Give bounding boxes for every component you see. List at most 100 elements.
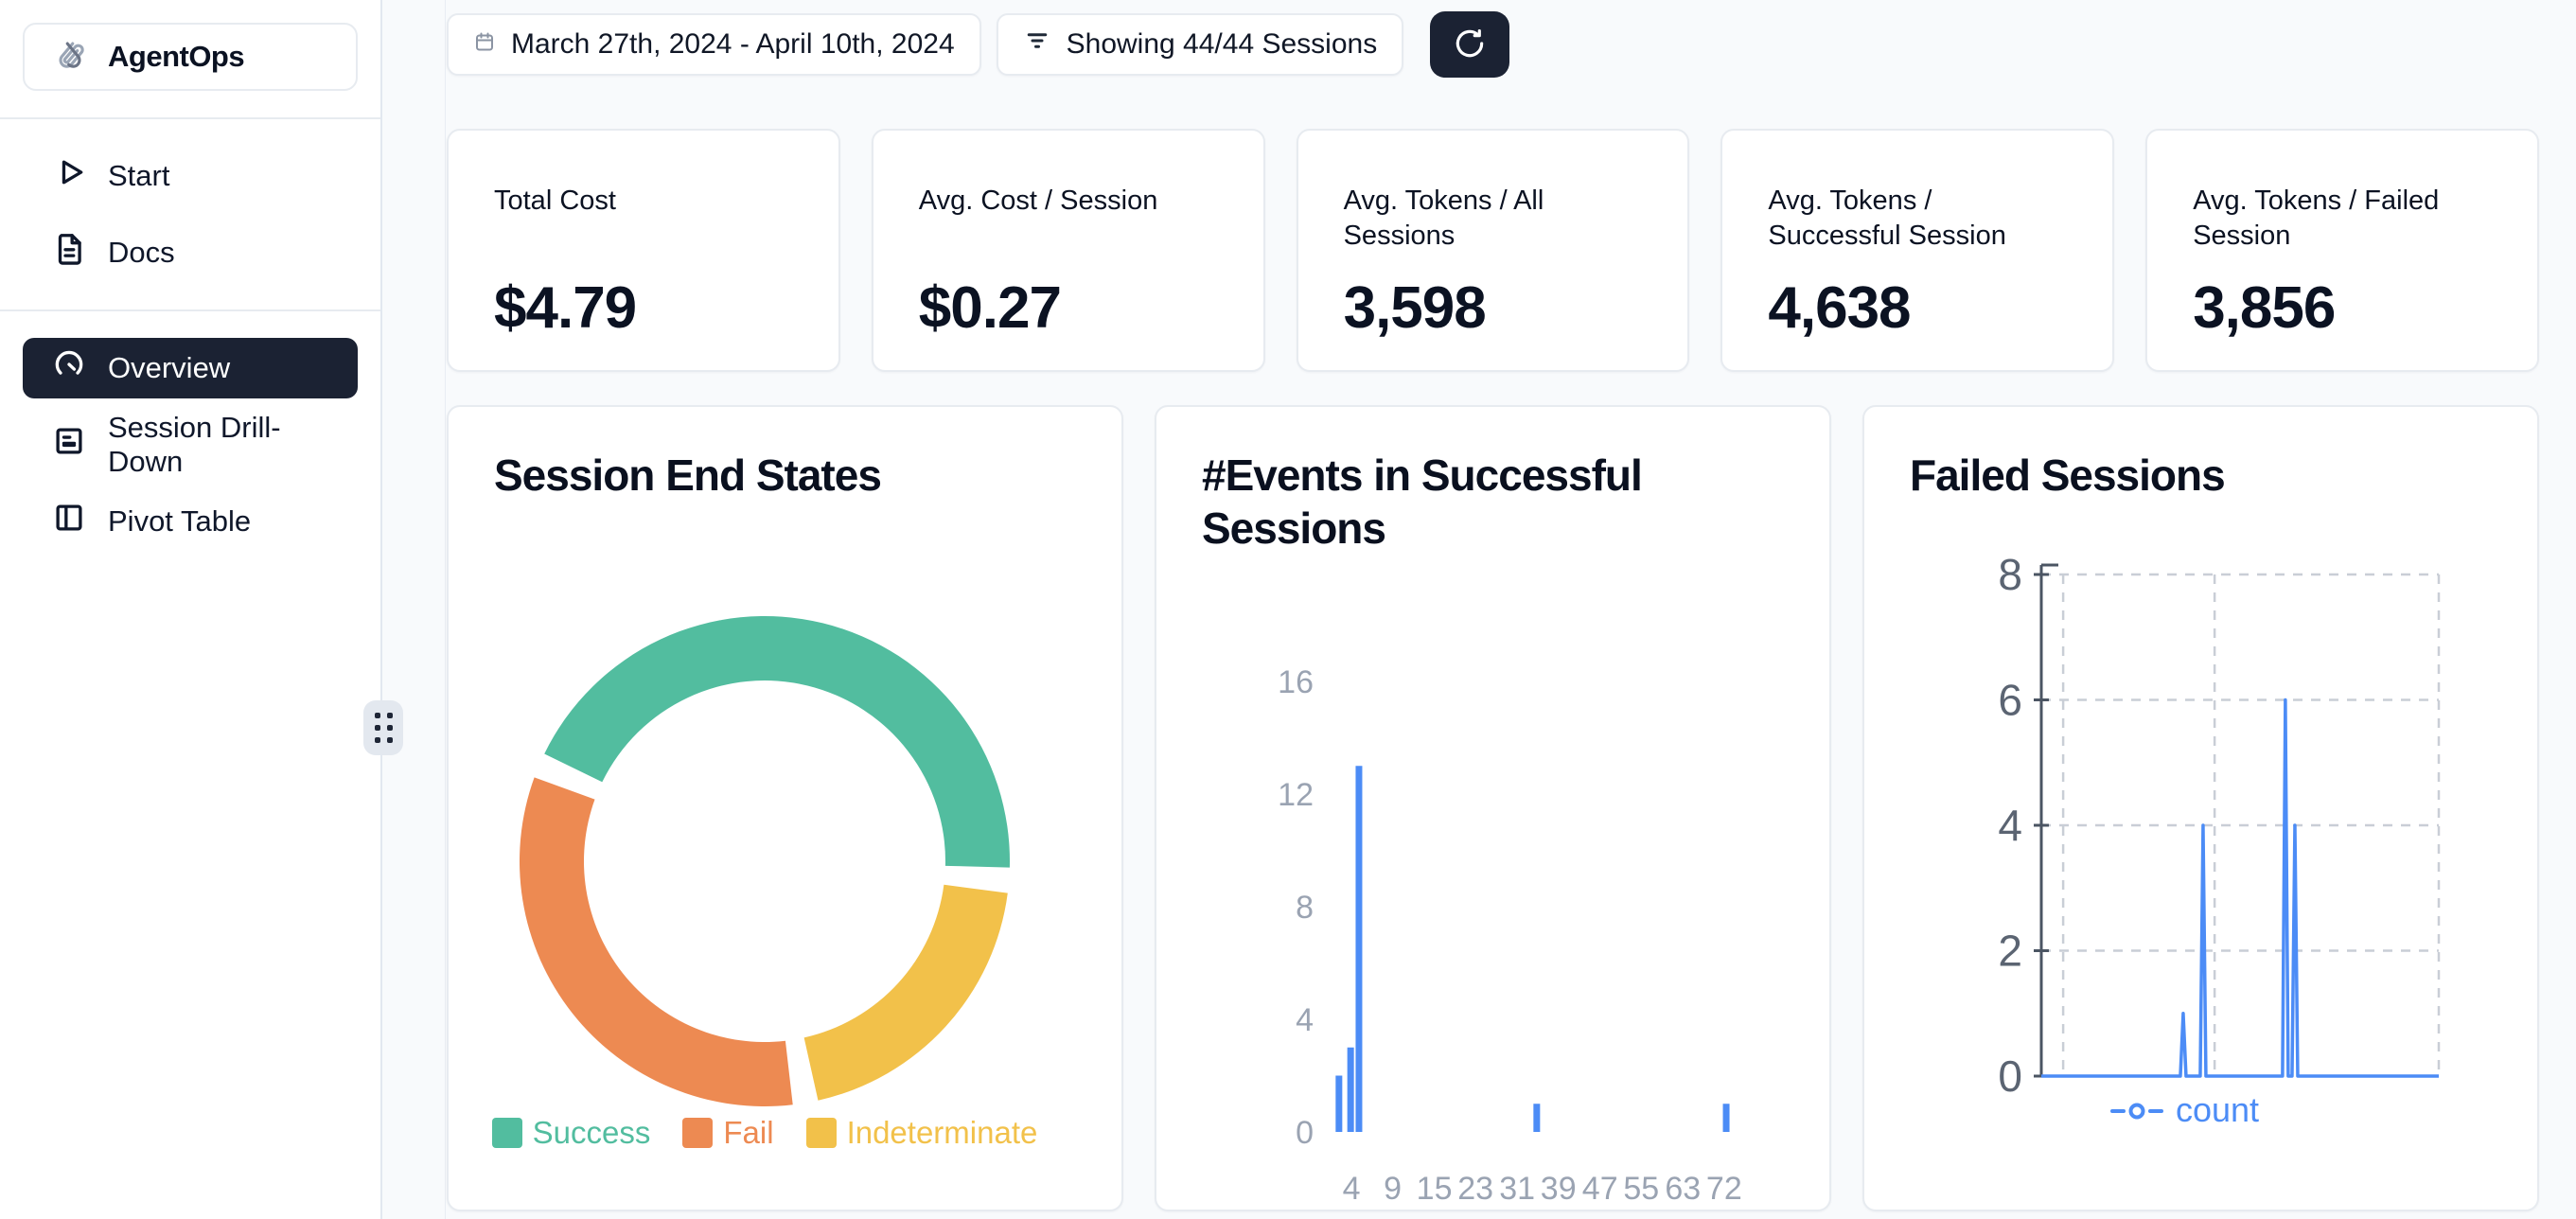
calendar-icon <box>473 28 496 61</box>
x-tick-label: 4 <box>1343 1171 1361 1207</box>
stat-value: 4,638 <box>1768 275 1911 341</box>
chart-title: #Events in Successful Sessions <box>1202 450 1643 553</box>
y-tick-label: 8 <box>1296 890 1314 926</box>
count-legend-label: count <box>2175 1090 2260 1129</box>
play-icon <box>51 154 87 198</box>
donut-chart: Success Fail Indeterminate <box>491 502 1076 1172</box>
legend-swatch <box>682 1118 714 1148</box>
stat-card-avg-tokens-success: Avg. Tokens / Successful Session 4,638 <box>1720 129 2115 372</box>
sidebar-item-session-drill-down[interactable]: Session Drill-Down <box>23 411 358 478</box>
stat-card-avg-cost: Avg. Cost / Session $0.27 <box>871 129 1265 372</box>
donut-segment-success[interactable] <box>544 615 1010 868</box>
sidebar-item-label: Start <box>108 159 170 192</box>
x-tick-label: 23 <box>1457 1171 1493 1207</box>
date-range-button[interactable]: March 27th, 2024 - April 10th, 2024 <box>447 13 981 76</box>
sidebar-item-overview[interactable]: Overview <box>23 338 358 398</box>
sidebar-divider <box>0 117 380 119</box>
sidebar-resize-handle[interactable] <box>363 700 403 755</box>
line-plot: 0 2 4 6 8 <box>1998 550 2441 1101</box>
sidebar-divider <box>0 309 380 311</box>
x-tick-label: 55 <box>1623 1171 1659 1207</box>
sidebar-item-start[interactable]: Start <box>23 146 358 206</box>
legend-label: Success <box>532 1115 651 1150</box>
x-tick-label: 47 <box>1582 1171 1618 1207</box>
x-tick-label: 9 <box>1384 1171 1402 1207</box>
y-tick-label: 0 <box>1296 1115 1314 1151</box>
failed-sessions-line-chart: 0 2 4 6 8 count <box>1910 502 2492 1172</box>
legend-swatch <box>491 1118 522 1148</box>
y-tick-label: 2 <box>1998 927 2022 976</box>
topbar: March 27th, 2024 - April 10th, 2024 Show… <box>447 11 2539 78</box>
chart-title: Session End States <box>494 450 882 500</box>
filter-icon <box>1023 26 1051 62</box>
count-line-series[interactable] <box>2041 698 2439 1078</box>
session-filter-button[interactable]: Showing 44/44 Sessions <box>996 13 1404 76</box>
sidebar-item-label: Pivot Table <box>108 504 252 538</box>
stat-card-avg-tokens-all: Avg. Tokens / All Sessions 3,598 <box>1296 129 1690 372</box>
stat-label: Total Cost <box>494 186 616 216</box>
count-legend-item[interactable]: count <box>1910 1090 2459 1130</box>
sidebar-item-label: Docs <box>108 236 175 269</box>
y-tick-label: 4 <box>1998 801 2022 850</box>
x-tick-label: 15 <box>1417 1171 1453 1207</box>
sidebar-nav-top: Start Docs <box>0 146 380 283</box>
chart-title: Failed Sessions <box>1910 450 2226 500</box>
stat-value: $4.79 <box>494 275 637 341</box>
donut-legend: Success Fail Indeterminate <box>491 1115 1038 1151</box>
bar[interactable] <box>1335 1075 1343 1133</box>
sidebar-item-pivot-table[interactable]: Pivot Table <box>23 491 358 552</box>
stat-card-avg-tokens-failed: Avg. Tokens / Failed Session 3,856 <box>2145 129 2539 372</box>
session-filter-label: Showing 44/44 Sessions <box>1066 28 1378 60</box>
stat-value: $0.27 <box>918 275 1062 341</box>
app-logo-button[interactable]: AgentOps <box>23 23 358 91</box>
sidebar-item-label: Session Drill-Down <box>108 411 281 478</box>
bar[interactable] <box>1355 766 1363 1132</box>
donut-segment-fail[interactable] <box>520 777 793 1106</box>
stat-label: Avg. Cost / Session <box>918 186 1158 216</box>
x-tick-label: 63 <box>1665 1171 1701 1207</box>
gauge-icon <box>51 346 87 390</box>
stats-row: Total Cost $4.79 Avg. Cost / Session $0.… <box>447 129 2539 372</box>
y-tick-label: 4 <box>1296 1002 1314 1038</box>
stat-label: Avg. Tokens / Failed Session <box>2193 186 2440 251</box>
refresh-icon <box>1452 26 1488 64</box>
docs-icon <box>51 231 87 274</box>
donut-segment-indeterminate[interactable] <box>803 884 1008 1101</box>
bar[interactable] <box>1347 1047 1354 1132</box>
sidebar-item-docs[interactable]: Docs <box>23 222 358 283</box>
legend-label: Indeterminate <box>846 1115 1038 1150</box>
app-title: AgentOps <box>108 40 245 73</box>
sidebar-item-label: Overview <box>108 351 231 384</box>
stat-value: 3,856 <box>2193 275 2336 341</box>
legend-item-fail[interactable]: Fail <box>682 1115 774 1151</box>
count-legend-marker-icon <box>2109 1090 2164 1130</box>
bar[interactable] <box>1722 1104 1730 1132</box>
content-edge-divider <box>445 0 446 1219</box>
stat-card-total-cost: Total Cost $4.79 <box>447 129 840 372</box>
legend-item-indeterminate[interactable]: Indeterminate <box>805 1115 1038 1151</box>
bar[interactable] <box>1533 1104 1541 1132</box>
list-box-icon <box>51 423 87 467</box>
y-tick-label: 16 <box>1278 664 1314 700</box>
sidebar-nav-main: Overview Session Drill-Down Pivot Table <box>0 338 380 552</box>
stat-label: Avg. Tokens / All Sessions <box>1343 186 1544 251</box>
x-tick-label: 39 <box>1541 1171 1577 1207</box>
sidebar: AgentOps Start Docs <box>0 0 382 1219</box>
events-histogram-card: #Events in Successful Sessions 0 4 8 12 16 4 9… <box>1155 405 1831 1211</box>
donut-plot <box>520 615 1010 1106</box>
session-end-states-card: Session End States Success Fail Indetermin… <box>447 405 1123 1211</box>
columns-icon <box>51 500 87 543</box>
y-tick-label: 12 <box>1278 777 1314 813</box>
refresh-button[interactable] <box>1430 11 1510 78</box>
y-tick-label: 6 <box>1998 676 2022 725</box>
legend-swatch <box>805 1118 837 1148</box>
legend-item-success[interactable]: Success <box>491 1115 651 1151</box>
legend-label: Fail <box>723 1115 774 1150</box>
events-bar-chart: 0 4 8 12 16 4 9 15 23 31 39 47 55 63 72 <box>1202 555 1784 1210</box>
y-tick-label: 0 <box>1998 1051 2022 1101</box>
date-range-label: March 27th, 2024 - April 10th, 2024 <box>511 28 955 60</box>
x-tick-label: 31 <box>1499 1171 1535 1207</box>
y-tick-label: 8 <box>1998 550 2022 599</box>
failed-sessions-card: Failed Sessions 0 2 4 6 8 count <box>1862 405 2539 1211</box>
